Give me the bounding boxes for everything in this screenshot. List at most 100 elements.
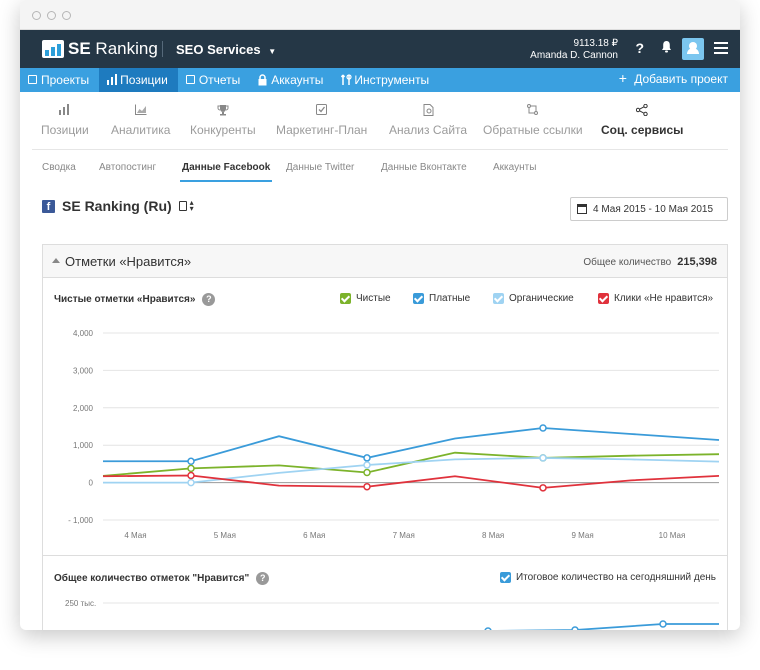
project-name: SEO Services xyxy=(176,42,261,57)
nav-item-tools[interactable]: Инструменты xyxy=(333,68,439,92)
x-tick-label: 7 Мая xyxy=(393,531,415,540)
project-selector[interactable]: SEO Services ▼ xyxy=(176,42,276,57)
topbar-separator xyxy=(162,41,163,57)
hamburger-menu-icon[interactable] xyxy=(714,42,728,54)
y-tick-label: 4,000 xyxy=(73,329,94,338)
calendar-icon xyxy=(577,204,587,214)
checkbox-checked-icon[interactable] xyxy=(413,293,424,304)
x-tick-label: 4 Мая xyxy=(124,531,146,540)
series-line xyxy=(103,457,720,484)
subnav-label: Соц. сервисы xyxy=(601,123,684,137)
subnav-item-competitors[interactable]: Конкуренты xyxy=(190,104,256,137)
add-project-label: Добавить проект xyxy=(634,72,728,86)
net-likes-chart: 4,000 3,000 2,000 1,000 0 - 1,000 4 Мая 5 Мая 6 … xyxy=(68,329,720,540)
x-tick-label: 9 Мая xyxy=(571,531,593,540)
sort-arrows-icon[interactable]: ▴ ▾ xyxy=(189,198,194,213)
positions-icon xyxy=(41,104,89,120)
document-icon[interactable] xyxy=(178,201,187,211)
nav-item-positions[interactable]: Позиции xyxy=(99,68,178,92)
subnav-item-marketing-plan[interactable]: Маркетинг-План xyxy=(276,104,367,137)
collapse-triangle-icon[interactable] xyxy=(52,258,60,263)
series-line xyxy=(496,623,719,630)
section-nav: Позиции Аналитика Конкуренты Маркетинг-П… xyxy=(32,92,728,150)
window-close-dot[interactable] xyxy=(32,11,41,20)
cumulative-checkbox[interactable]: Итоговое количество на сегодняшний день xyxy=(499,572,716,583)
tab-twitter-data[interactable]: Данные Twitter xyxy=(286,162,355,173)
data-point xyxy=(363,461,371,469)
legend-net[interactable]: Чистые xyxy=(340,293,391,304)
checkbox-checked-icon[interactable] xyxy=(493,293,504,304)
subnav-label: Анализ Сайта xyxy=(389,123,468,137)
series-line xyxy=(102,451,720,477)
data-point xyxy=(187,471,195,480)
trophy-icon xyxy=(190,104,256,120)
cumulative-checkbox-label: Итоговое количество на сегодняшний день xyxy=(515,572,716,583)
data-point xyxy=(659,620,667,628)
nav-item-label: Проекты xyxy=(41,73,90,87)
legend-organic[interactable]: Органические xyxy=(493,293,574,304)
logo-prefix: SE xyxy=(68,39,91,58)
data-point xyxy=(363,468,371,477)
legend-label: Платные xyxy=(429,293,471,304)
help-icon[interactable]: ? xyxy=(635,40,644,56)
tab-facebook-data[interactable]: Данные Facebook xyxy=(179,162,273,182)
legend-label: Органические xyxy=(509,293,574,304)
nav-item-label: Инструменты xyxy=(354,73,430,87)
subnav-item-positions[interactable]: Позиции xyxy=(41,104,89,137)
subnav-label: Аналитика xyxy=(111,123,171,137)
subnav-item-analytics[interactable]: Аналитика xyxy=(111,104,170,137)
x-tick-label: 10 Мая xyxy=(659,531,686,540)
y-tick-label: 1,000 xyxy=(73,441,94,450)
nav-item-label: Отчеты xyxy=(198,73,241,87)
tab-accounts[interactable]: Аккаунты xyxy=(493,162,537,173)
x-tick-label: 6 Мая xyxy=(303,531,325,540)
likes-panel-title: Отметки «Нравится» xyxy=(65,254,192,269)
help-circle-icon[interactable]: ? xyxy=(256,572,270,585)
tab-vkontakte-data[interactable]: Данные Вконтакте xyxy=(381,162,467,173)
subnav-item-backlinks[interactable]: Обратные ссылки xyxy=(483,104,583,137)
subnav-item-social-services[interactable]: Соц. сервисы xyxy=(601,103,684,137)
account-balance[interactable]: 9113.18 ₽ Amanda D. Cannon xyxy=(530,38,618,62)
y-tick-label: - 1,000 xyxy=(68,516,93,525)
window-titlebar xyxy=(20,0,740,30)
avatar[interactable] xyxy=(682,38,704,60)
panel-divider xyxy=(43,555,727,556)
date-range-picker[interactable]: 4 Мая 2015 - 10 Мая 2015 xyxy=(570,197,728,221)
legend-label: Клики «Не нравится» xyxy=(614,293,714,304)
nav-item-label: Аккаунты xyxy=(271,73,324,87)
date-range-label: 4 Мая 2015 - 10 Мая 2015 xyxy=(593,203,714,215)
logo-text: Ranking xyxy=(95,39,158,58)
nav-item-projects[interactable]: Проекты xyxy=(20,68,99,92)
tab-autoposting[interactable]: Автопостинг xyxy=(99,162,157,173)
reports-icon xyxy=(185,75,195,84)
checkbox-checked-icon[interactable] xyxy=(340,293,351,304)
logo[interactable]: SE Ranking xyxy=(42,39,158,59)
site-analysis-icon xyxy=(389,104,467,120)
window-maximize-dot[interactable] xyxy=(62,11,71,20)
data-point xyxy=(187,478,195,487)
nav-item-accounts[interactable]: Аккаунты xyxy=(250,68,333,92)
checkbox-checked-icon[interactable] xyxy=(499,572,511,583)
nav-item-reports[interactable]: Отчеты xyxy=(178,68,250,92)
data-point xyxy=(187,457,195,466)
y-tick-label: 0 xyxy=(89,479,94,488)
main-nav: Проекты Позиции Отчеты Аккаунты Инструме… xyxy=(20,68,740,92)
help-circle-icon[interactable]: ? xyxy=(202,293,216,306)
bar-chart-icon xyxy=(107,74,118,88)
window-minimize-dot[interactable] xyxy=(47,11,56,20)
subnav-label: Обратные ссылки xyxy=(483,123,583,137)
net-likes-title-text: Чистые отметки «Нравится» xyxy=(54,294,196,306)
data-point xyxy=(363,482,371,491)
checkbox-checked-icon[interactable] xyxy=(598,293,609,304)
likes-panel-header[interactable]: Отметки «Нравится» Общее количество 215,3… xyxy=(43,245,727,278)
net-likes-chart-title: Чистые отметки «Нравится»? xyxy=(54,293,216,306)
page-title: SE Ranking (Ru) xyxy=(62,198,172,214)
subnav-item-site-analysis[interactable]: Анализ Сайта xyxy=(389,104,467,137)
subnav-label: Конкуренты xyxy=(190,123,256,137)
legend-paid[interactable]: Платные xyxy=(413,293,470,304)
notification-bell-icon[interactable] xyxy=(661,40,672,56)
legend-unlikes[interactable]: Клики «Не нравится» xyxy=(598,293,713,304)
tab-summary[interactable]: Сводка xyxy=(42,162,76,173)
x-tick-label: 5 Мая xyxy=(214,531,236,540)
add-project-button[interactable]: + Добавить проект xyxy=(619,71,728,86)
